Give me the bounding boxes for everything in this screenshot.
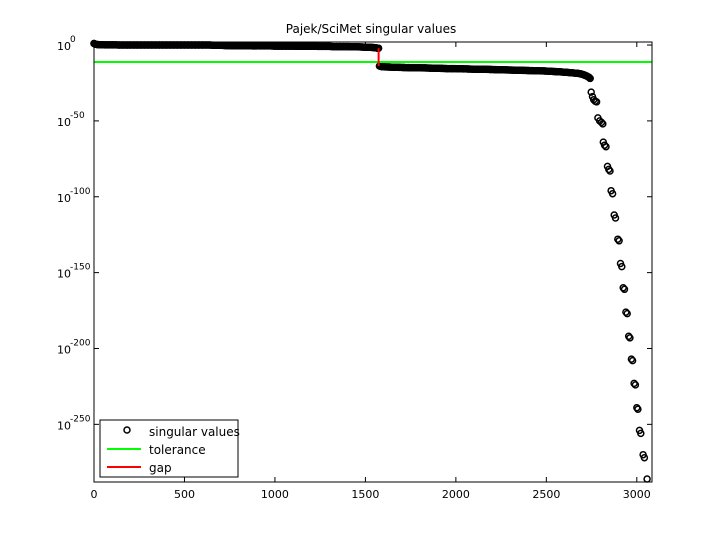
data-point [608,189,617,198]
data-point [600,141,609,149]
y-tick-exponent: 0 [70,35,76,45]
legend-label-tolerance: tolerance [149,443,206,457]
data-point [614,235,622,243]
data-point [627,355,636,363]
y-tick-exponent: -150 [70,263,91,273]
data-point [611,214,620,222]
data-point [630,379,638,388]
y-tick-exponent: -250 [70,414,91,424]
x-tick-label: 1500 [351,488,379,501]
chart-title: Pajek/SciMet singular values [286,22,456,36]
data-point [606,167,614,175]
data-point [585,73,593,82]
data-point [597,118,606,127]
x-axis: 0 500 1000 1500 2000 2500 3000 [91,42,651,501]
data-point [586,74,594,83]
data-point [634,405,642,413]
data-point [620,285,629,294]
data-point [640,453,649,462]
y-tick-label: 10 [57,40,71,53]
data-point [626,334,634,342]
data-point [637,429,645,438]
y-tick-exponent: -50 [70,111,85,121]
data-point [622,308,630,316]
reference-lines [94,48,652,66]
y-tick-label: 10 [57,419,71,432]
y-tick-label: 10 [57,268,71,281]
y-tick-label: 10 [57,343,71,356]
x-tick-label: 2000 [442,488,470,501]
y-tick-exponent: -200 [70,338,91,348]
x-tick-label: 0 [91,488,98,501]
data-point [623,309,631,318]
x-tick-label: 3000 [623,488,651,501]
legend-marker-singular-values [123,426,131,434]
data-point [643,475,651,483]
data-point [618,262,626,271]
data-point [619,284,627,292]
data-point [599,120,607,128]
data-point [602,142,610,151]
data-point [587,88,595,96]
x-tick-label: 500 [174,488,195,501]
data-point [592,98,601,106]
x-tick-label: 2500 [532,488,560,501]
legend: singular values tolerance gap [99,419,240,478]
data-point [615,237,623,245]
data-point [631,381,640,389]
plot-area-frame [93,41,653,483]
x-tick-label: 1000 [261,488,289,501]
series-singular-values [90,39,651,483]
data-point [628,356,637,365]
legend-label-gap: gap [149,461,172,475]
legend-label-singular-values: singular values [149,425,240,439]
y-tick-label: 10 [57,192,71,205]
y-tick-exponent: -100 [70,187,91,197]
y-tick-label: 10 [57,116,71,129]
